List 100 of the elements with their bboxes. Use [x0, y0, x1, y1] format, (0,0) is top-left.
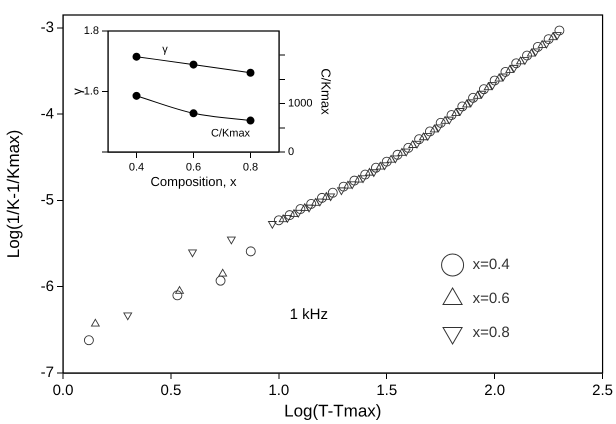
point [315, 198, 324, 206]
legend-label: x=0.8 [472, 324, 510, 342]
point [284, 210, 295, 220]
point [132, 92, 140, 100]
y-tick-label: 1.8 [84, 25, 99, 38]
point [457, 101, 468, 112]
point [283, 215, 292, 223]
x-tick-label: 0.5 [160, 382, 182, 400]
x-axis-title: Composition, x [150, 174, 237, 189]
point [456, 108, 464, 116]
x-tick-label: 0.0 [52, 382, 74, 400]
point [349, 176, 360, 186]
point [274, 215, 284, 226]
point [376, 162, 385, 170]
point [548, 32, 558, 40]
series-label: C/Kmax [210, 128, 251, 140]
point [510, 64, 518, 73]
point [511, 58, 522, 68]
point [311, 198, 320, 206]
point [423, 133, 432, 141]
point [218, 268, 228, 276]
point [391, 156, 400, 164]
x-tick-label: 2.5 [592, 382, 614, 400]
point [531, 48, 540, 56]
point [337, 187, 346, 196]
legend-label: x=0.4 [472, 256, 510, 274]
point [358, 175, 368, 183]
point [304, 204, 314, 212]
point [527, 48, 536, 57]
point [451, 108, 460, 116]
y-tick-label: 1.6 [84, 86, 99, 98]
point [402, 148, 411, 156]
series-label: γ [162, 44, 168, 56]
point [446, 110, 456, 120]
y-tick-label: -6 [40, 278, 54, 295]
point [478, 84, 489, 94]
y2-tick-label: 1000 [288, 98, 312, 110]
point [84, 335, 94, 346]
point [554, 26, 564, 36]
point [462, 100, 471, 108]
point [371, 162, 381, 173]
point [175, 286, 184, 294]
point [216, 276, 226, 286]
point [328, 188, 338, 198]
point [398, 148, 406, 156]
point [488, 82, 497, 90]
point [190, 109, 198, 118]
point [290, 209, 298, 217]
point [500, 66, 510, 77]
point [268, 221, 277, 229]
y-axis-title: Log(1/K-1/Kmax) [4, 130, 23, 258]
point [434, 124, 443, 132]
point [544, 34, 554, 44]
point [468, 92, 478, 103]
y-tick-label: -3 [40, 19, 54, 36]
y2-axis-title: C/Kmax [318, 68, 334, 116]
point [190, 60, 198, 69]
point [408, 140, 417, 148]
point [382, 156, 392, 167]
point [522, 50, 532, 60]
point [317, 192, 327, 203]
y-tick-label: -5 [40, 192, 54, 209]
point [338, 182, 349, 192]
point [306, 198, 316, 209]
point [278, 214, 288, 222]
legend-label: x=0.6 [472, 290, 510, 308]
point [380, 162, 389, 170]
point [473, 91, 482, 99]
point [444, 116, 454, 124]
point [520, 57, 530, 65]
point [295, 204, 306, 214]
point [494, 74, 504, 82]
point [477, 90, 486, 98]
x-tick-label: 0.6 [186, 162, 202, 174]
point [227, 236, 236, 244]
point [419, 132, 428, 140]
point [172, 290, 182, 300]
point [424, 126, 435, 136]
x-axis-title: Log(T-Tmax) [284, 401, 382, 420]
y-tick-label: -7 [40, 364, 54, 382]
point [348, 181, 357, 190]
point [436, 118, 446, 128]
point [484, 82, 493, 90]
point [430, 124, 439, 132]
point [246, 116, 254, 125]
annotation: 1 kHz [290, 306, 328, 324]
point [538, 40, 546, 48]
point [354, 174, 364, 182]
point [386, 154, 396, 163]
point [498, 74, 508, 82]
point [490, 76, 500, 86]
x-tick-label: 1.0 [268, 382, 290, 400]
point [516, 56, 525, 64]
y2-tick-label: 0 [288, 146, 294, 158]
x-tick-label: 0.8 [242, 162, 258, 174]
point [326, 193, 335, 202]
point [369, 169, 378, 177]
point [300, 203, 310, 211]
point [403, 142, 414, 153]
point [132, 52, 140, 61]
